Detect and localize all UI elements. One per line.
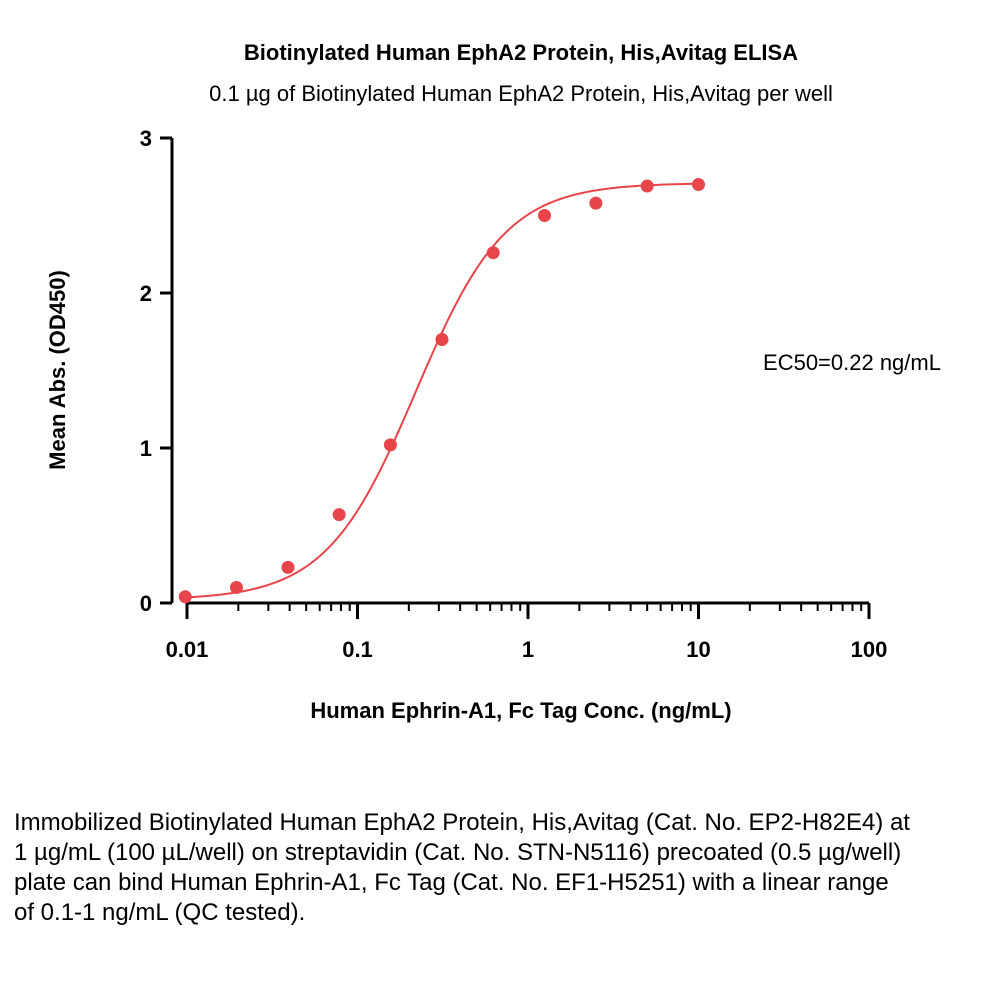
axes: 0 1 2 3 0.01 0.1 1 10 100 (140, 126, 888, 662)
data-point (538, 209, 552, 222)
x-tick-label: 100 (851, 637, 888, 662)
x-tick-label: 0.01 (166, 637, 209, 662)
data-point (435, 333, 449, 346)
x-tick-label: 1 (522, 637, 534, 662)
data-point (383, 438, 397, 452)
fit-curve-layer (185, 182, 699, 599)
data-point (486, 246, 500, 260)
data-point (640, 179, 654, 193)
y-axis-title: Mean Abs. (OD450) (45, 270, 70, 470)
chart-title: Biotinylated Human EphA2 Protein, His,Av… (244, 40, 798, 65)
fit-curve (185, 182, 699, 599)
data-point (589, 196, 603, 210)
data-point (692, 178, 705, 191)
data-point (178, 590, 192, 604)
x-tick-label: 10 (686, 637, 710, 662)
elisa-chart: Biotinylated Human EphA2 Protein, His,Av… (45, 40, 941, 723)
y-tick-label: 2 (140, 281, 152, 306)
y-tick-label: 0 (140, 591, 152, 616)
y-tick-label: 1 (140, 436, 152, 461)
ec50-annotation: EC50=0.22 ng/mL (763, 350, 941, 375)
y-tick-label: 3 (140, 126, 152, 151)
chart-subtitle: 0.1 µg of Biotinylated Human EphA2 Prote… (209, 81, 833, 106)
data-point (281, 560, 295, 574)
x-axis-title: Human Ephrin-A1, Fc Tag Conc. (ng/mL) (310, 698, 731, 723)
data-points-layer (178, 178, 705, 604)
x-tick-label: 0.1 (342, 637, 373, 662)
data-point (229, 581, 243, 594)
data-point (332, 508, 346, 522)
figure-caption: Immobilized Biotinylated Human EphA2 Pro… (14, 809, 910, 926)
